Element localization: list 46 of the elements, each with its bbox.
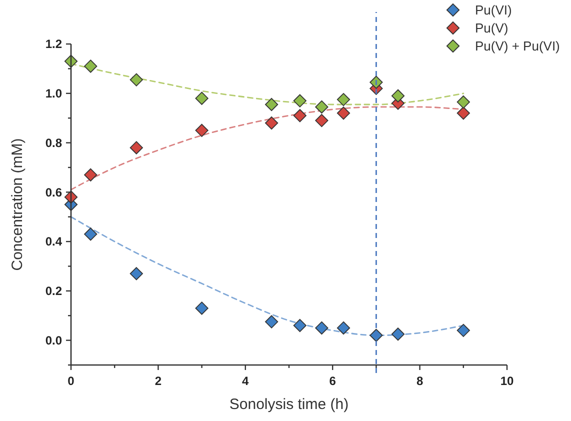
x-tick-label: 6 (329, 374, 336, 388)
point (84, 60, 98, 73)
point (130, 141, 143, 154)
y-tick-label: 1.0 (45, 86, 62, 101)
x-tick-label: 8 (416, 374, 424, 388)
point (293, 318, 306, 332)
x-axis-title: Sonolysis time (h) (229, 396, 349, 413)
point (130, 73, 143, 86)
x-tick-label: 0 (68, 374, 75, 388)
point (84, 228, 98, 241)
point (195, 302, 208, 315)
point (84, 168, 98, 182)
point (370, 328, 383, 342)
legend-label: Pu(VI) (475, 2, 512, 18)
y-tick-label: 0.0 (45, 334, 62, 348)
point (195, 92, 208, 105)
x-tick-label: 4 (242, 374, 250, 388)
point (265, 315, 278, 328)
y-tick-label: 1.2 (45, 37, 62, 52)
point (370, 76, 383, 89)
point (336, 321, 350, 335)
point (195, 124, 208, 137)
legend-label: Pu(V) + Pu(VI) (475, 38, 560, 54)
point (315, 321, 328, 335)
point (391, 328, 405, 341)
y-tick-label: 0.6 (45, 185, 62, 200)
point (293, 109, 306, 122)
point (293, 94, 306, 108)
point (315, 100, 328, 114)
y-tick-label: 0.8 (45, 136, 62, 150)
point (315, 114, 328, 128)
point (456, 324, 470, 337)
y-tick-label: 0.4 (45, 234, 62, 249)
point (130, 267, 143, 280)
point (265, 98, 278, 112)
y-axis-title: Concentration (mM) (9, 138, 26, 271)
point (265, 116, 278, 130)
point (456, 95, 470, 109)
point (391, 89, 405, 102)
x-tick-label: 10 (500, 374, 514, 388)
point (456, 106, 470, 120)
point (336, 106, 350, 120)
legend-label: Pu(V) (475, 20, 508, 36)
x-tick-label: 2 (154, 374, 162, 388)
point (336, 93, 350, 106)
y-tick-label: 0.2 (45, 284, 62, 298)
